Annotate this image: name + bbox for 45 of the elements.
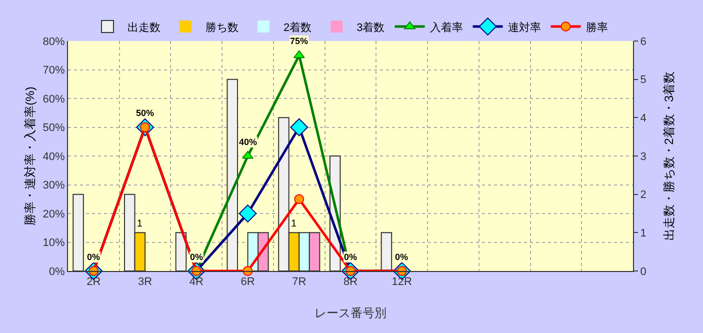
y2-tick-label: 0	[640, 266, 646, 278]
y-tick-label: 40%	[42, 150, 66, 163]
point	[238, 204, 257, 222]
y-tick-label: 30%	[42, 180, 66, 192]
y-tick-label: 10%	[42, 237, 66, 250]
data-label: 0%	[395, 252, 408, 262]
legend-label: 勝率	[586, 20, 608, 34]
y-tick-label: 50%	[42, 122, 66, 134]
data-label: 0%	[344, 252, 358, 262]
legend-label: 3着数	[356, 20, 385, 34]
legend-label: 勝ち数	[206, 22, 238, 34]
data-label: 0%	[190, 252, 204, 262]
x-tick-label: 12R	[392, 276, 412, 288]
x-tick-label: 4R	[189, 276, 204, 288]
y2-tick-label: 5	[640, 74, 646, 86]
y2-tick-label: 1	[640, 228, 646, 240]
data-label: 40%	[239, 137, 258, 147]
y-tick-label: 0%	[48, 266, 66, 278]
legend-label: 2着数	[284, 20, 312, 34]
point	[290, 118, 308, 136]
y-axis-title: 勝率・連対率・入着率(%)	[23, 86, 37, 226]
x-tick-label: 7R	[292, 276, 306, 288]
legend-label: 連対率	[508, 20, 541, 34]
x-tick-label: 2R	[86, 276, 101, 288]
data-label: 50%	[136, 108, 154, 118]
y-tick-label: 20%	[42, 208, 66, 220]
data-label: 0%	[87, 252, 100, 262]
data-label: 75%	[290, 36, 308, 46]
x-tick-label: 6R	[240, 276, 255, 288]
y2-tick-label: 3	[640, 150, 646, 163]
x-axis-title: レース番号別	[314, 306, 386, 320]
x-tick-label: 3R	[138, 276, 152, 288]
y2-tick-label: 6	[640, 36, 646, 48]
y-tick-label: 70%	[42, 64, 66, 77]
legend-label: 出走数	[128, 20, 160, 34]
y2-axis-title: 出走数・勝ち数・2着数・3着数	[662, 71, 676, 241]
legend-label: 入着率	[430, 20, 463, 34]
y-tick-label: 60%	[42, 93, 66, 106]
data-label: 1	[136, 218, 143, 230]
data-label: 1	[291, 218, 297, 230]
y2-tick-label: 4	[640, 112, 646, 125]
y2-tick-label: 2	[640, 189, 646, 202]
y-tick-label: 80%	[42, 36, 66, 48]
point	[294, 194, 304, 204]
x-tick-label: 8R	[343, 276, 358, 288]
